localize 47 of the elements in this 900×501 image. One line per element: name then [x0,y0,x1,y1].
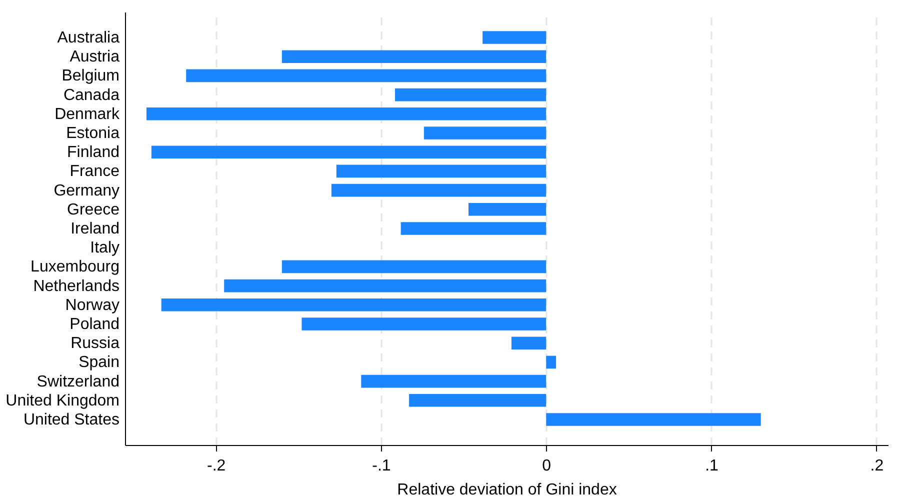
y-tick-label: Denmark [54,106,120,123]
y-tick-label: Switzerland [36,373,120,390]
bar [161,298,546,312]
y-tick-label: Belgium [62,68,120,85]
y-tick-label: Austria [70,48,120,66]
x-tick-label: 0 [542,458,552,474]
bar [282,260,546,274]
bar [282,50,546,63]
bar [336,164,546,178]
bar [331,184,546,197]
bar [151,146,546,158]
y-tick-label: Ireland [70,220,120,238]
x-axis-title: Relative deviation of Gini index [397,482,617,498]
bar [395,88,546,102]
y-tick-label: Estonia [66,125,120,142]
bar [400,222,546,235]
bar [546,413,761,426]
x-tick-label: .2 [870,458,884,474]
bar [424,126,546,140]
bar [546,356,556,369]
y-tick-label: Australia [57,30,120,46]
x-tick-label: -.1 [372,458,391,474]
bar [409,394,546,407]
y-tick-label: United States [23,412,120,428]
x-tick-label: -.2 [206,458,226,474]
bar [361,374,546,388]
bar [482,31,546,44]
bar [186,69,546,82]
y-tick-label: Poland [70,316,120,333]
y-tick-label: Luxembourg [30,258,120,276]
y-tick-label: Canada [63,86,120,104]
bar [302,318,546,330]
y-tick-label: Italy [90,240,120,257]
y-tick-label: Netherlands [33,278,120,295]
bar [511,336,546,350]
x-tick-label: .1 [705,458,719,474]
y-tick-label: United Kingdom [6,392,120,410]
bar [146,108,546,120]
y-tick-label: Russia [70,335,120,352]
y-tick-label: Greece [67,201,120,218]
bar [468,203,546,216]
y-tick-label: France [70,163,120,180]
y-tick-label: Germany [54,182,120,200]
y-tick-label: Spain [78,354,120,372]
y-tick-label: Finland [67,144,120,162]
bar [224,279,546,292]
y-tick-label: Norway [65,296,120,314]
